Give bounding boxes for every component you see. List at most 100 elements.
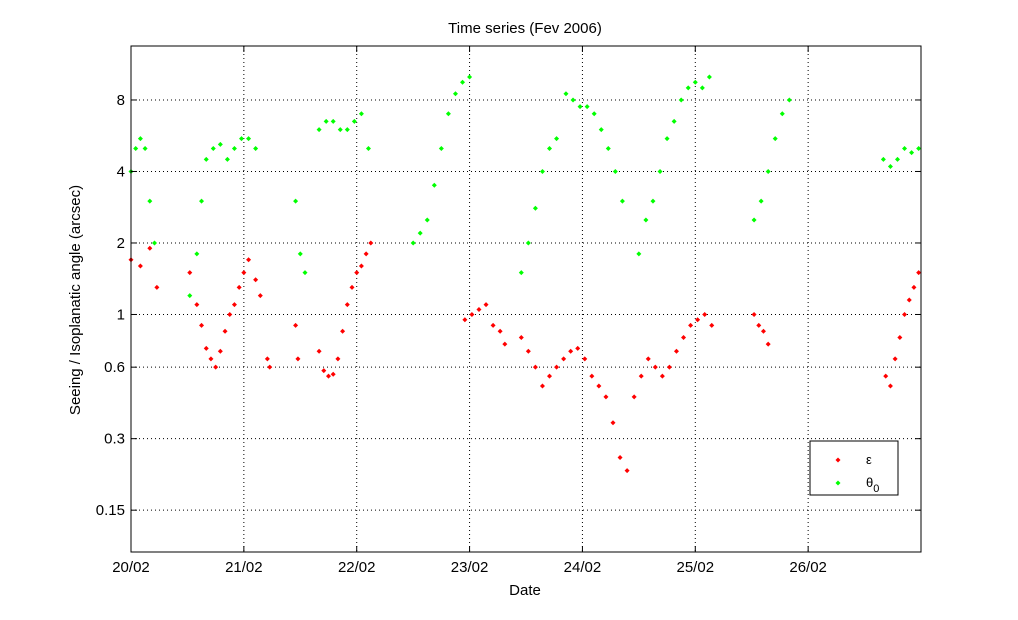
data-point bbox=[231, 302, 237, 308]
data-point bbox=[302, 270, 308, 276]
data-point bbox=[678, 97, 684, 103]
x-tick-label: 22/02 bbox=[338, 559, 376, 576]
data-point bbox=[619, 198, 625, 204]
data-point bbox=[532, 205, 538, 211]
data-point bbox=[589, 373, 595, 379]
data-point bbox=[358, 111, 364, 117]
data-point bbox=[547, 373, 553, 379]
data-points bbox=[128, 74, 922, 474]
data-point bbox=[916, 145, 922, 151]
data-point bbox=[438, 145, 444, 151]
data-point bbox=[490, 322, 496, 328]
data-point bbox=[467, 74, 473, 80]
data-point bbox=[554, 364, 560, 370]
x-tick-label: 24/02 bbox=[564, 559, 602, 576]
data-point bbox=[445, 111, 451, 117]
data-point bbox=[137, 263, 143, 269]
data-point bbox=[605, 145, 611, 151]
data-point bbox=[652, 364, 658, 370]
data-point bbox=[424, 217, 430, 223]
data-point bbox=[631, 394, 637, 400]
data-point bbox=[563, 91, 569, 97]
data-point bbox=[267, 364, 273, 370]
data-point bbox=[902, 145, 908, 151]
data-point bbox=[133, 145, 139, 151]
grid-lines bbox=[131, 46, 921, 552]
data-point bbox=[582, 356, 588, 362]
data-point bbox=[765, 168, 771, 174]
data-point bbox=[154, 284, 160, 290]
data-point bbox=[779, 111, 785, 117]
data-point bbox=[650, 198, 656, 204]
y-tick-label: 0.15 bbox=[96, 502, 125, 519]
data-point bbox=[584, 104, 590, 110]
data-point bbox=[330, 371, 336, 377]
data-point bbox=[685, 85, 691, 91]
data-point bbox=[760, 328, 766, 334]
data-point bbox=[751, 311, 757, 317]
data-point bbox=[365, 145, 371, 151]
data-point bbox=[469, 311, 475, 317]
data-point bbox=[645, 356, 651, 362]
data-point bbox=[892, 356, 898, 362]
data-point bbox=[194, 302, 200, 308]
y-tick-label: 4 bbox=[117, 163, 125, 180]
data-point bbox=[241, 270, 247, 276]
data-point bbox=[758, 198, 764, 204]
y-tick-label: 8 bbox=[117, 92, 125, 109]
data-point bbox=[902, 311, 908, 317]
data-point bbox=[431, 182, 437, 188]
data-point bbox=[880, 156, 886, 162]
data-point bbox=[612, 168, 618, 174]
data-point bbox=[664, 136, 670, 142]
legend-box bbox=[809, 440, 899, 496]
data-point bbox=[253, 277, 259, 283]
data-point bbox=[497, 328, 503, 334]
x-tick-label: 21/02 bbox=[225, 559, 263, 576]
y-axis-label: Seeing / Isoplanatic angle (arcsec) bbox=[67, 185, 84, 415]
data-point bbox=[330, 118, 336, 124]
data-point bbox=[227, 311, 233, 317]
x-tick-label: 20/02 bbox=[112, 559, 150, 576]
data-point bbox=[695, 317, 701, 323]
x-tick-label: 23/02 bbox=[451, 559, 489, 576]
data-point bbox=[187, 293, 193, 299]
data-point bbox=[264, 356, 270, 362]
data-point bbox=[598, 127, 604, 133]
data-point bbox=[222, 328, 228, 334]
data-point bbox=[246, 257, 252, 263]
data-point bbox=[323, 118, 329, 124]
data-point bbox=[671, 118, 677, 124]
data-point bbox=[483, 302, 489, 308]
data-point bbox=[137, 136, 143, 142]
data-point bbox=[417, 230, 423, 236]
data-point bbox=[570, 97, 576, 103]
x-axis-ticks: 20/02 21/02 22/02 23/02 24/02 25/02 26/02 bbox=[112, 46, 827, 576]
data-point bbox=[239, 136, 245, 142]
data-point bbox=[210, 145, 216, 151]
data-point bbox=[906, 297, 912, 303]
series-seeing bbox=[128, 240, 922, 474]
data-point bbox=[246, 136, 252, 142]
data-point bbox=[894, 156, 900, 162]
data-point bbox=[476, 306, 482, 312]
data-point bbox=[666, 364, 672, 370]
data-point bbox=[638, 373, 644, 379]
data-point bbox=[194, 251, 200, 257]
data-point bbox=[688, 322, 694, 328]
data-point bbox=[765, 341, 771, 347]
data-point bbox=[709, 322, 715, 328]
data-point bbox=[624, 468, 630, 474]
data-point bbox=[518, 334, 524, 340]
data-point bbox=[617, 454, 623, 460]
data-point bbox=[452, 91, 458, 97]
data-point bbox=[554, 136, 560, 142]
data-point bbox=[217, 141, 223, 147]
data-point bbox=[199, 322, 205, 328]
series-isoplanatic-angle bbox=[128, 74, 922, 299]
data-point bbox=[224, 156, 230, 162]
data-point bbox=[897, 334, 903, 340]
data-point bbox=[575, 345, 581, 351]
data-point bbox=[502, 341, 508, 347]
